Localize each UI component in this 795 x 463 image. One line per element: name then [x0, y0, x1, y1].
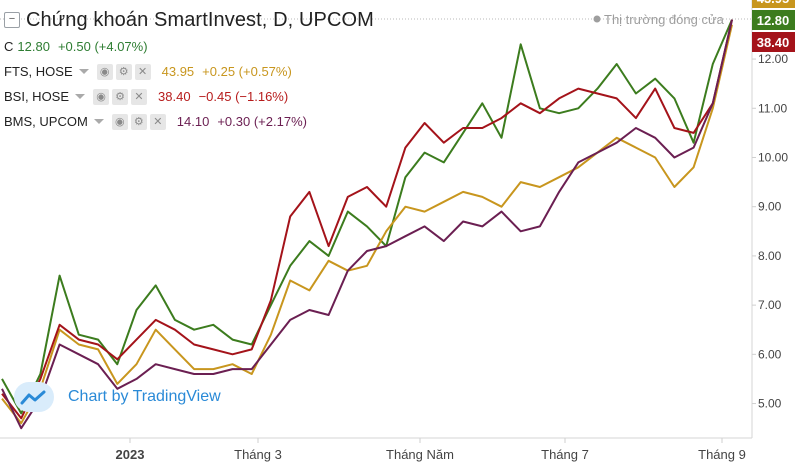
y-tick-label: 11.00	[758, 101, 787, 115]
price-badge-label: 43.95	[757, 0, 790, 6]
x-tick-label: 2023	[116, 447, 145, 462]
y-tick-label: 8.00	[758, 249, 782, 263]
price-badge-label: 12.80	[757, 13, 790, 28]
close-icon[interactable]: ✕	[134, 63, 151, 80]
legend-row-fts[interactable]: FTS, HOSE ◉ ⚙ ✕ 43.95 +0.25 (+0.57%)	[4, 59, 374, 84]
x-tick-label: Tháng 7	[541, 447, 589, 462]
market-status-label: Thị trường đóng cửa	[604, 12, 725, 27]
compare-symbol: BMS, UPCOM	[4, 114, 88, 129]
compare-change: +0.30 (+2.17%)	[217, 114, 307, 129]
y-tick-label: 10.00	[758, 150, 788, 164]
chevron-down-icon[interactable]	[75, 94, 86, 99]
eye-icon[interactable]: ◉	[96, 63, 113, 80]
watermark-label: Chart by TradingView	[68, 388, 221, 405]
tradingview-watermark[interactable]: Chart by TradingView	[14, 382, 221, 412]
gear-icon[interactable]: ⚙	[112, 88, 129, 105]
cloud-chart-icon	[14, 382, 54, 412]
main-change: +0.50 (+4.07%)	[57, 39, 148, 54]
main-price: 12.80	[17, 39, 50, 54]
compare-symbol: BSI, HOSE	[4, 89, 70, 104]
legend-row-main: C 12.80 +0.50 (+4.07%)	[4, 34, 374, 59]
price-badges: 43.95 12.80 38.40	[752, 0, 795, 52]
price-badge-label: 38.40	[757, 35, 790, 50]
series-line-bsi	[1, 19, 733, 420]
compare-change: +0.25 (+0.57%)	[202, 64, 292, 79]
y-axis-ticks: 5.00 6.00 7.00 8.00 9.00 10.00 11.00 12.00	[752, 52, 788, 411]
chevron-down-icon[interactable]	[93, 119, 104, 124]
legend-title-row: − Chứng khoán SmartInvest, D, UPCOM	[4, 6, 374, 34]
gear-icon[interactable]: ⚙	[130, 113, 147, 130]
legend-row-bms[interactable]: BMS, UPCOM ◉ ⚙ ✕ 14.10 +0.30 (+2.17%)	[4, 109, 374, 134]
legend: − Chứng khoán SmartInvest, D, UPCOM C 12…	[4, 6, 374, 134]
price-badge	[752, 32, 795, 52]
series-line-bms	[1, 19, 733, 430]
gear-icon[interactable]: ⚙	[115, 63, 132, 80]
main-symbol: C	[4, 39, 14, 54]
eye-icon[interactable]: ◉	[111, 113, 128, 130]
x-tick-label: Tháng 3	[234, 447, 282, 462]
x-tick-label: Tháng Năm	[386, 447, 454, 462]
y-tick-label: 5.00	[758, 397, 782, 411]
series-line-c	[1, 19, 733, 415]
y-tick-label: 6.00	[758, 347, 782, 361]
chevron-down-icon[interactable]	[78, 69, 89, 74]
x-axis-ticks: 2023 Tháng 3 Tháng Năm Tháng 7 Tháng 9	[116, 438, 746, 462]
market-status-dot	[593, 15, 601, 23]
series-line-fts	[1, 24, 733, 425]
compare-price: 38.40	[158, 89, 191, 104]
collapse-legend-button[interactable]: −	[4, 12, 20, 28]
eye-icon[interactable]: ◉	[93, 88, 110, 105]
chart-title: Chứng khoán SmartInvest, D, UPCOM	[26, 8, 374, 31]
close-icon[interactable]: ✕	[149, 113, 166, 130]
y-tick-label: 9.00	[758, 200, 782, 214]
x-tick-label: Tháng 9	[698, 447, 746, 462]
compare-price: 14.10	[176, 114, 210, 129]
compare-price: 43.95	[161, 64, 195, 79]
price-badge	[752, 10, 795, 30]
y-tick-label: 12.00	[758, 52, 788, 66]
compare-change: −0.45 (−1.16%)	[198, 89, 289, 104]
series-layer	[1, 19, 733, 430]
price-badge	[752, 0, 795, 8]
legend-row-bsi[interactable]: BSI, HOSE ◉ ⚙ ✕ 38.40 −0.45 (−1.16%)	[4, 84, 374, 109]
compare-symbol: FTS, HOSE	[4, 64, 73, 79]
close-icon[interactable]: ✕	[131, 88, 148, 105]
y-tick-label: 7.00	[758, 298, 782, 312]
